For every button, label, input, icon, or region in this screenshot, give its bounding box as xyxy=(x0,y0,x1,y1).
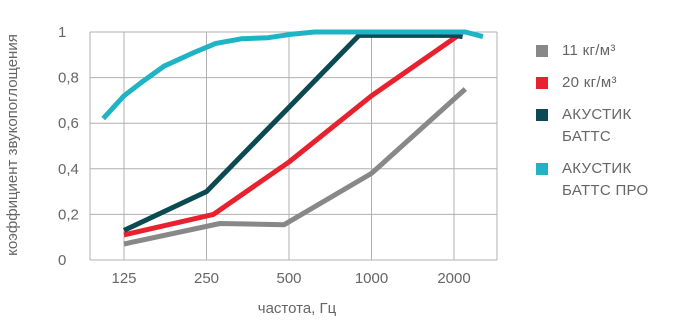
y-tick-label: 0,4 xyxy=(58,161,79,178)
chart-series-group xyxy=(101,29,484,247)
series-line xyxy=(123,87,467,247)
chart-grid xyxy=(89,31,498,261)
series-line xyxy=(101,29,484,121)
legend-label: 20 кг/м³ xyxy=(562,74,617,91)
legend-label: АКУСТИК БАТТС xyxy=(562,106,632,145)
legend-label: 11 кг/м³ xyxy=(562,42,616,59)
x-tick-label: 2000 xyxy=(437,270,470,287)
legend-item: 20 кг/м³ xyxy=(536,72,676,94)
legend-item: АКУСТИК БАТТС xyxy=(536,104,676,148)
x-tick-label: 1000 xyxy=(355,270,388,287)
legend-item: 11 кг/м³ xyxy=(536,40,676,62)
y-axis-title: коэффициент звукопоглощения xyxy=(4,34,21,256)
legend-swatch xyxy=(536,163,548,175)
legend-swatch xyxy=(536,45,548,57)
legend-item: АКУСТИК БАТТС ПРО xyxy=(536,158,676,202)
y-tick-label: 1 xyxy=(58,24,66,41)
y-tick-label: 0 xyxy=(58,252,66,269)
legend-swatch xyxy=(536,77,548,89)
x-tick-labels: 125 250 500 1000 2000 xyxy=(111,270,470,287)
x-tick-label: 125 xyxy=(111,270,136,287)
y-tick-label: 0,2 xyxy=(58,206,79,223)
series-line xyxy=(122,32,463,233)
y-tick-label: 0,8 xyxy=(58,70,79,87)
legend-swatch xyxy=(536,109,548,121)
x-tick-label: 500 xyxy=(276,270,301,287)
x-tick-label: 250 xyxy=(194,270,219,287)
y-tick-labels: 0 0,2 0,4 0,6 0,8 1 xyxy=(58,24,79,269)
legend-label: АКУСТИК БАТТС ПРО xyxy=(562,160,649,199)
chart-legend: 11 кг/м³ 20 кг/м³ АКУСТИК БАТТС АКУСТИК … xyxy=(536,40,676,212)
y-tick-label: 0,6 xyxy=(58,115,79,132)
x-axis-title: частота, Гц xyxy=(258,300,337,317)
series-line xyxy=(123,32,462,238)
